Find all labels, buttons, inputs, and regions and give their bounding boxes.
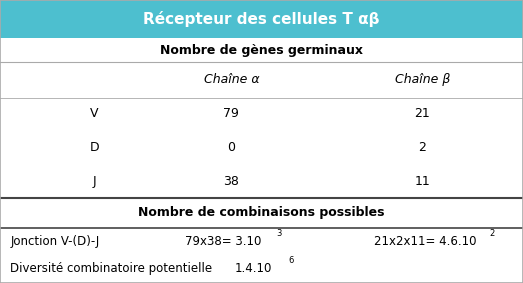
Text: 3: 3 <box>276 229 281 238</box>
Text: 6: 6 <box>289 256 294 265</box>
Text: 1.4.10: 1.4.10 <box>235 262 272 275</box>
Text: Nombre de combinaisons possibles: Nombre de combinaisons possibles <box>138 207 385 219</box>
Text: Jonction V-(D)-J: Jonction V-(D)-J <box>10 235 100 248</box>
Text: 79x38= 3.10: 79x38= 3.10 <box>185 235 262 248</box>
Text: 0: 0 <box>228 141 235 154</box>
Text: Diversité combinatoire potentielle: Diversité combinatoire potentielle <box>10 262 212 275</box>
Text: 38: 38 <box>223 175 240 188</box>
Text: 11: 11 <box>414 175 430 188</box>
Text: J: J <box>93 175 96 188</box>
Text: Nombre de gènes germinaux: Nombre de gènes germinaux <box>160 44 363 57</box>
FancyBboxPatch shape <box>0 0 523 38</box>
Text: D: D <box>89 141 99 154</box>
Text: Chaîne α: Chaîne α <box>203 74 259 86</box>
Text: Chaîne β: Chaîne β <box>395 74 450 86</box>
Text: V: V <box>90 108 98 120</box>
Text: Récepteur des cellules T αβ: Récepteur des cellules T αβ <box>143 11 380 27</box>
Text: 21x2x11= 4.6.10: 21x2x11= 4.6.10 <box>374 235 476 248</box>
Text: 2: 2 <box>418 141 426 154</box>
Text: 79: 79 <box>223 108 240 120</box>
Text: 2: 2 <box>489 229 495 238</box>
Text: 21: 21 <box>414 108 430 120</box>
